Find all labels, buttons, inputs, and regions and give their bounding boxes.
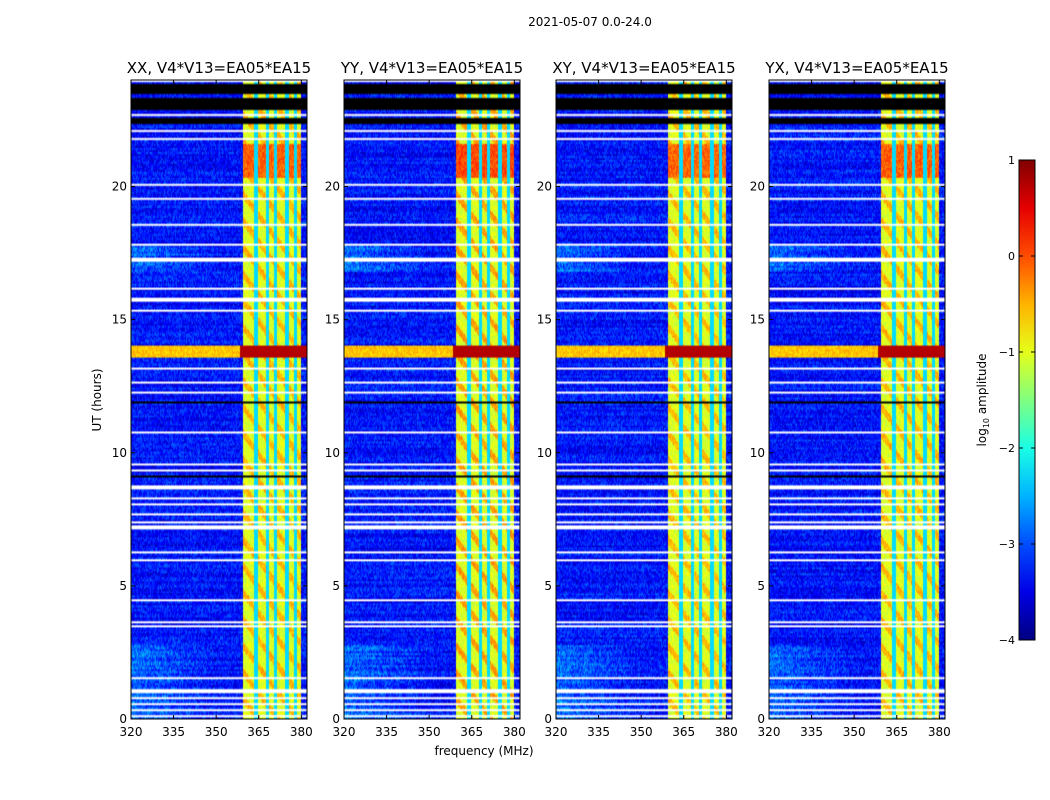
x-tick-label: 335	[587, 725, 610, 739]
y-tick-label: 0	[119, 712, 127, 726]
spectrogram-xy	[556, 80, 732, 719]
panel-title: YX, V4*V13=EA05*EA15	[764, 59, 948, 77]
x-tick-label: 335	[375, 725, 398, 739]
axes-frame	[130, 79, 308, 720]
axes-frame	[555, 79, 733, 720]
x-tick-label: 320	[758, 725, 781, 739]
axes-frame	[768, 79, 946, 720]
panel-xx: XX, V4*V13=EA05*EA15 320 335 350 365 380 0 5 10 1…	[112, 59, 313, 739]
x-tick-label: 365	[672, 725, 695, 739]
x-tick-label: 350	[630, 725, 653, 739]
y-axis-label: UT (hours)	[90, 368, 104, 431]
y-tick-label: 5	[332, 579, 340, 593]
panel-xy: XY, V4*V13=EA05*EA15 320 335 350 365 380 0 5 10 1…	[537, 59, 738, 739]
y-tick-label: 15	[112, 313, 127, 327]
y-tick-label: 5	[119, 579, 127, 593]
y-tick-label: 20	[537, 180, 552, 194]
panels: XX, V4*V13=EA05*EA15 320 335 350 365 380 0 5 10 1…	[112, 59, 951, 739]
colorbar-gradient	[1018, 159, 1036, 641]
axes-frame	[343, 79, 521, 720]
spectrogram-yy	[344, 80, 520, 719]
y-tick-label: 0	[757, 712, 765, 726]
x-tick-label: 380	[928, 725, 951, 739]
x-tick-label: 335	[800, 725, 823, 739]
x-tick-label: 365	[247, 725, 270, 739]
panel-yx: YX, V4*V13=EA05*EA15 320 335 350 365 380 0 5 10 1…	[750, 59, 951, 739]
y-tick-label: 20	[112, 180, 127, 194]
spectrogram-yx	[769, 80, 945, 719]
x-axis-label: frequency (MHz)	[434, 744, 533, 758]
x-tick-label: 365	[885, 725, 908, 739]
y-tick-label: 20	[325, 180, 340, 194]
colorbar-tick-label: −2	[999, 442, 1015, 455]
x-tick-label: 380	[503, 725, 526, 739]
y-tick-label: 20	[750, 180, 765, 194]
panel-title: XY, V4*V13=EA05*EA15	[552, 59, 735, 77]
y-tick-label: 0	[332, 712, 340, 726]
colorbar-label-tail: amplitude	[975, 354, 989, 418]
x-tick-label: 380	[290, 725, 313, 739]
x-tick-label: 350	[418, 725, 441, 739]
x-tick-label: 350	[843, 725, 866, 739]
x-tick-label: 320	[333, 725, 356, 739]
colorbar-label: log10 amplitude	[975, 354, 991, 447]
y-tick-label: 10	[537, 446, 552, 460]
x-tick-label: 380	[715, 725, 738, 739]
colorbar: 1 0 −1 −2 −3 −4	[999, 154, 1036, 647]
y-tick-label: 10	[112, 446, 127, 460]
figure-title: 2021-05-07 0.0-24.0	[528, 15, 652, 29]
y-tick-label: 0	[544, 712, 552, 726]
colorbar-tick-label: −3	[999, 538, 1015, 551]
spectrogram-xx	[131, 80, 307, 719]
y-tick-label: 15	[750, 313, 765, 327]
y-tick-label: 15	[537, 313, 552, 327]
y-tick-label: 5	[544, 579, 552, 593]
x-tick-label: 320	[545, 725, 568, 739]
panel-yy: YY, V4*V13=EA05*EA15 320 335 350 365 380 0 5 10 1…	[325, 59, 526, 739]
colorbar-tick-label: −1	[999, 346, 1015, 359]
colorbar-tick-label: 1	[1008, 154, 1015, 167]
y-tick-label: 15	[325, 313, 340, 327]
y-tick-label: 10	[750, 446, 765, 460]
y-tick-label: 5	[757, 579, 765, 593]
colorbar-label-sub: 10	[982, 418, 991, 428]
panel-title: XX, V4*V13=EA05*EA15	[127, 59, 311, 77]
colorbar-tick-label: −4	[999, 634, 1015, 647]
colorbar-tick-label: 0	[1008, 250, 1015, 263]
x-tick-label: 350	[205, 725, 228, 739]
colorbar-label-main: log	[975, 428, 989, 446]
y-tick-label: 10	[325, 446, 340, 460]
panel-title: YY, V4*V13=EA05*EA15	[340, 59, 523, 77]
x-tick-label: 320	[120, 725, 143, 739]
x-tick-label: 335	[162, 725, 185, 739]
x-tick-label: 365	[460, 725, 483, 739]
